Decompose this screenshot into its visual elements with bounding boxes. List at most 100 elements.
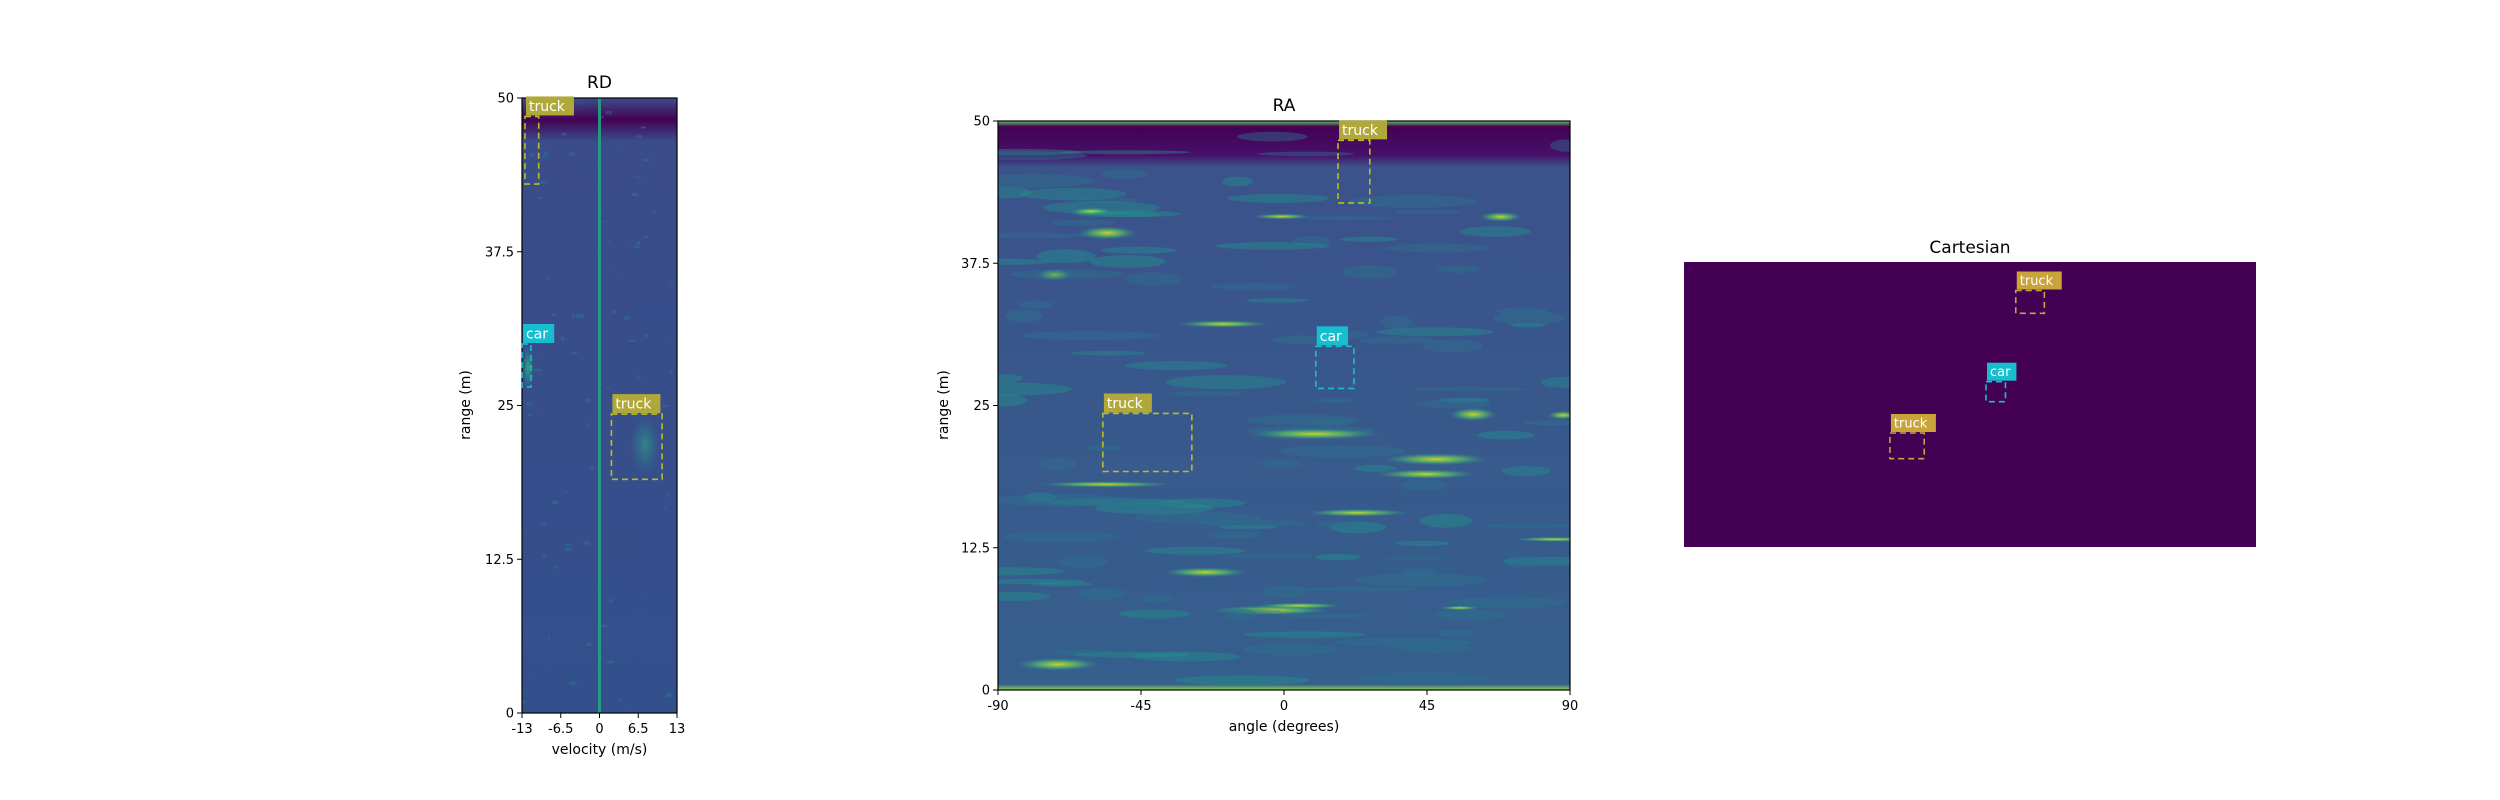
ra-intensity-streak <box>1513 536 1570 542</box>
y-tick-label: 25 <box>973 399 990 414</box>
ra-intensity-streak <box>998 232 1092 239</box>
box-label-background <box>2016 271 2062 290</box>
rd-noise-speckle <box>529 153 534 157</box>
rd-noise-speckle <box>533 368 542 372</box>
ra-intensity-streak <box>1314 398 1355 404</box>
ra-intensity-streak <box>1205 531 1261 539</box>
rd-noise-speckle <box>652 210 656 214</box>
rd-noise-speckle <box>636 135 642 138</box>
rd-noise-speckle <box>541 278 544 280</box>
rd-noise-speckle <box>618 255 621 257</box>
rd-noise-speckle <box>591 613 597 616</box>
ra-intensity-streak <box>1176 320 1270 328</box>
rd-noise-speckle <box>529 206 538 211</box>
rd-noise-speckle <box>526 467 532 469</box>
ra-intensity-streak <box>1501 465 1551 477</box>
ra-intensity-streak <box>1401 567 1436 578</box>
rd-noise-speckle <box>540 180 548 184</box>
ra-intensity-streak <box>1010 269 1126 280</box>
ra-intensity-streak <box>1291 235 1332 247</box>
rd-noise-speckle <box>564 543 573 547</box>
rd-noise-speckle <box>542 196 550 200</box>
rd-noise-speckle <box>669 281 675 284</box>
rd-zero-velocity-line <box>598 98 601 713</box>
y-tick-label: 12.5 <box>961 541 990 556</box>
box-label-truck: truck <box>1107 396 1144 412</box>
rd-noise-speckle <box>606 513 610 516</box>
ra-intensity-streak <box>1477 430 1535 440</box>
rd-noise-speckle <box>532 148 536 151</box>
rd-noise-speckle <box>540 661 547 665</box>
rd-noise-speckle <box>552 313 557 316</box>
rd-noise-speckle <box>615 146 623 151</box>
bounding-box-truck <box>1102 412 1193 473</box>
rd-noise-speckle <box>608 399 612 402</box>
ra-intensity-streak <box>1335 637 1474 648</box>
rd-noise-speckle <box>583 541 591 545</box>
rd-noise-speckle <box>547 635 550 640</box>
rd-noise-speckle <box>636 375 641 380</box>
y-tick-label: 0 <box>982 684 990 699</box>
rd-noise-speckle <box>542 155 545 160</box>
ra-intensity-streak <box>1141 595 1174 603</box>
ra-intensity-streak <box>1339 236 1399 242</box>
ra-intensity-streak <box>1246 414 1360 426</box>
rd-noise-speckle <box>644 174 653 177</box>
ra-intensity-streak <box>1077 226 1138 240</box>
ra-intensity-streak <box>1287 587 1419 592</box>
y-tick-label: 12.5 <box>485 553 514 568</box>
ra-intensity-streak <box>1447 596 1566 609</box>
rd-noise-speckle <box>642 236 650 238</box>
ra-intensity-streak <box>1357 336 1435 345</box>
y-tick-label: 25 <box>497 399 514 414</box>
rd-noise-speckle <box>638 338 646 342</box>
ra-intensity-streak <box>1359 672 1491 684</box>
rd-noise-speckle <box>636 241 641 245</box>
ra-intensity-streak <box>1460 226 1532 237</box>
rd-noise-speckle <box>599 115 604 119</box>
ra-intensity-streak <box>1376 327 1494 337</box>
rd-noise-speckle <box>584 317 591 321</box>
rd-noise-speckle <box>640 590 648 595</box>
rd-noise-speckle <box>542 554 547 559</box>
ra-intensity-streak <box>1436 265 1481 273</box>
cartesian-panel: Cartesian truck car truck <box>1684 238 2256 547</box>
ra-intensity-streak <box>1486 523 1570 529</box>
x-tick-label: -45 <box>1130 699 1151 714</box>
rd-noise-speckle <box>584 162 589 165</box>
ra-intensity-streak <box>1439 605 1480 610</box>
ra-intensity-streak <box>1271 335 1331 345</box>
rd-noise-speckle <box>631 583 636 587</box>
ra-intensity-streak <box>1397 644 1472 654</box>
rd-noise-speckle <box>611 309 616 314</box>
rd-noise-speckle <box>522 199 528 201</box>
box-label-background <box>1890 414 1936 432</box>
rd-noise-speckle <box>638 619 644 624</box>
rd-noise-speckle <box>539 355 546 359</box>
ra-intensity-streak <box>1305 508 1410 517</box>
ra-intensity-streak <box>1085 444 1123 451</box>
bounding-box-car <box>521 343 532 388</box>
ra-intensity-streak <box>1105 501 1186 508</box>
ra-intensity-streak <box>1523 420 1570 426</box>
ra-intensity-streak <box>1509 323 1547 328</box>
rd-noise-speckle <box>637 611 644 615</box>
x-tick-label: 6.5 <box>628 722 649 737</box>
ra-intensity-streak <box>1256 151 1355 157</box>
ra-intensity-streak <box>998 151 1088 161</box>
ra-intensity-streak <box>1221 176 1254 187</box>
box-label-truck: truck <box>1342 123 1379 139</box>
box-label-background <box>1103 393 1152 413</box>
y-tick-label: 37.5 <box>485 245 514 260</box>
rd-noise-speckle <box>588 638 592 640</box>
rd-noise-speckle <box>535 678 540 680</box>
ra-title: RA <box>1273 96 1296 116</box>
ra-intensity-streak <box>1243 631 1367 638</box>
ra-intensity-streak <box>1307 418 1353 427</box>
ra-intensity-streak <box>998 173 1095 188</box>
rd-noise-speckle <box>605 387 612 390</box>
x-tick-label: 0 <box>1280 699 1288 714</box>
ra-intensity-streak <box>1279 444 1406 458</box>
ra-intensity-streak <box>1395 540 1450 547</box>
